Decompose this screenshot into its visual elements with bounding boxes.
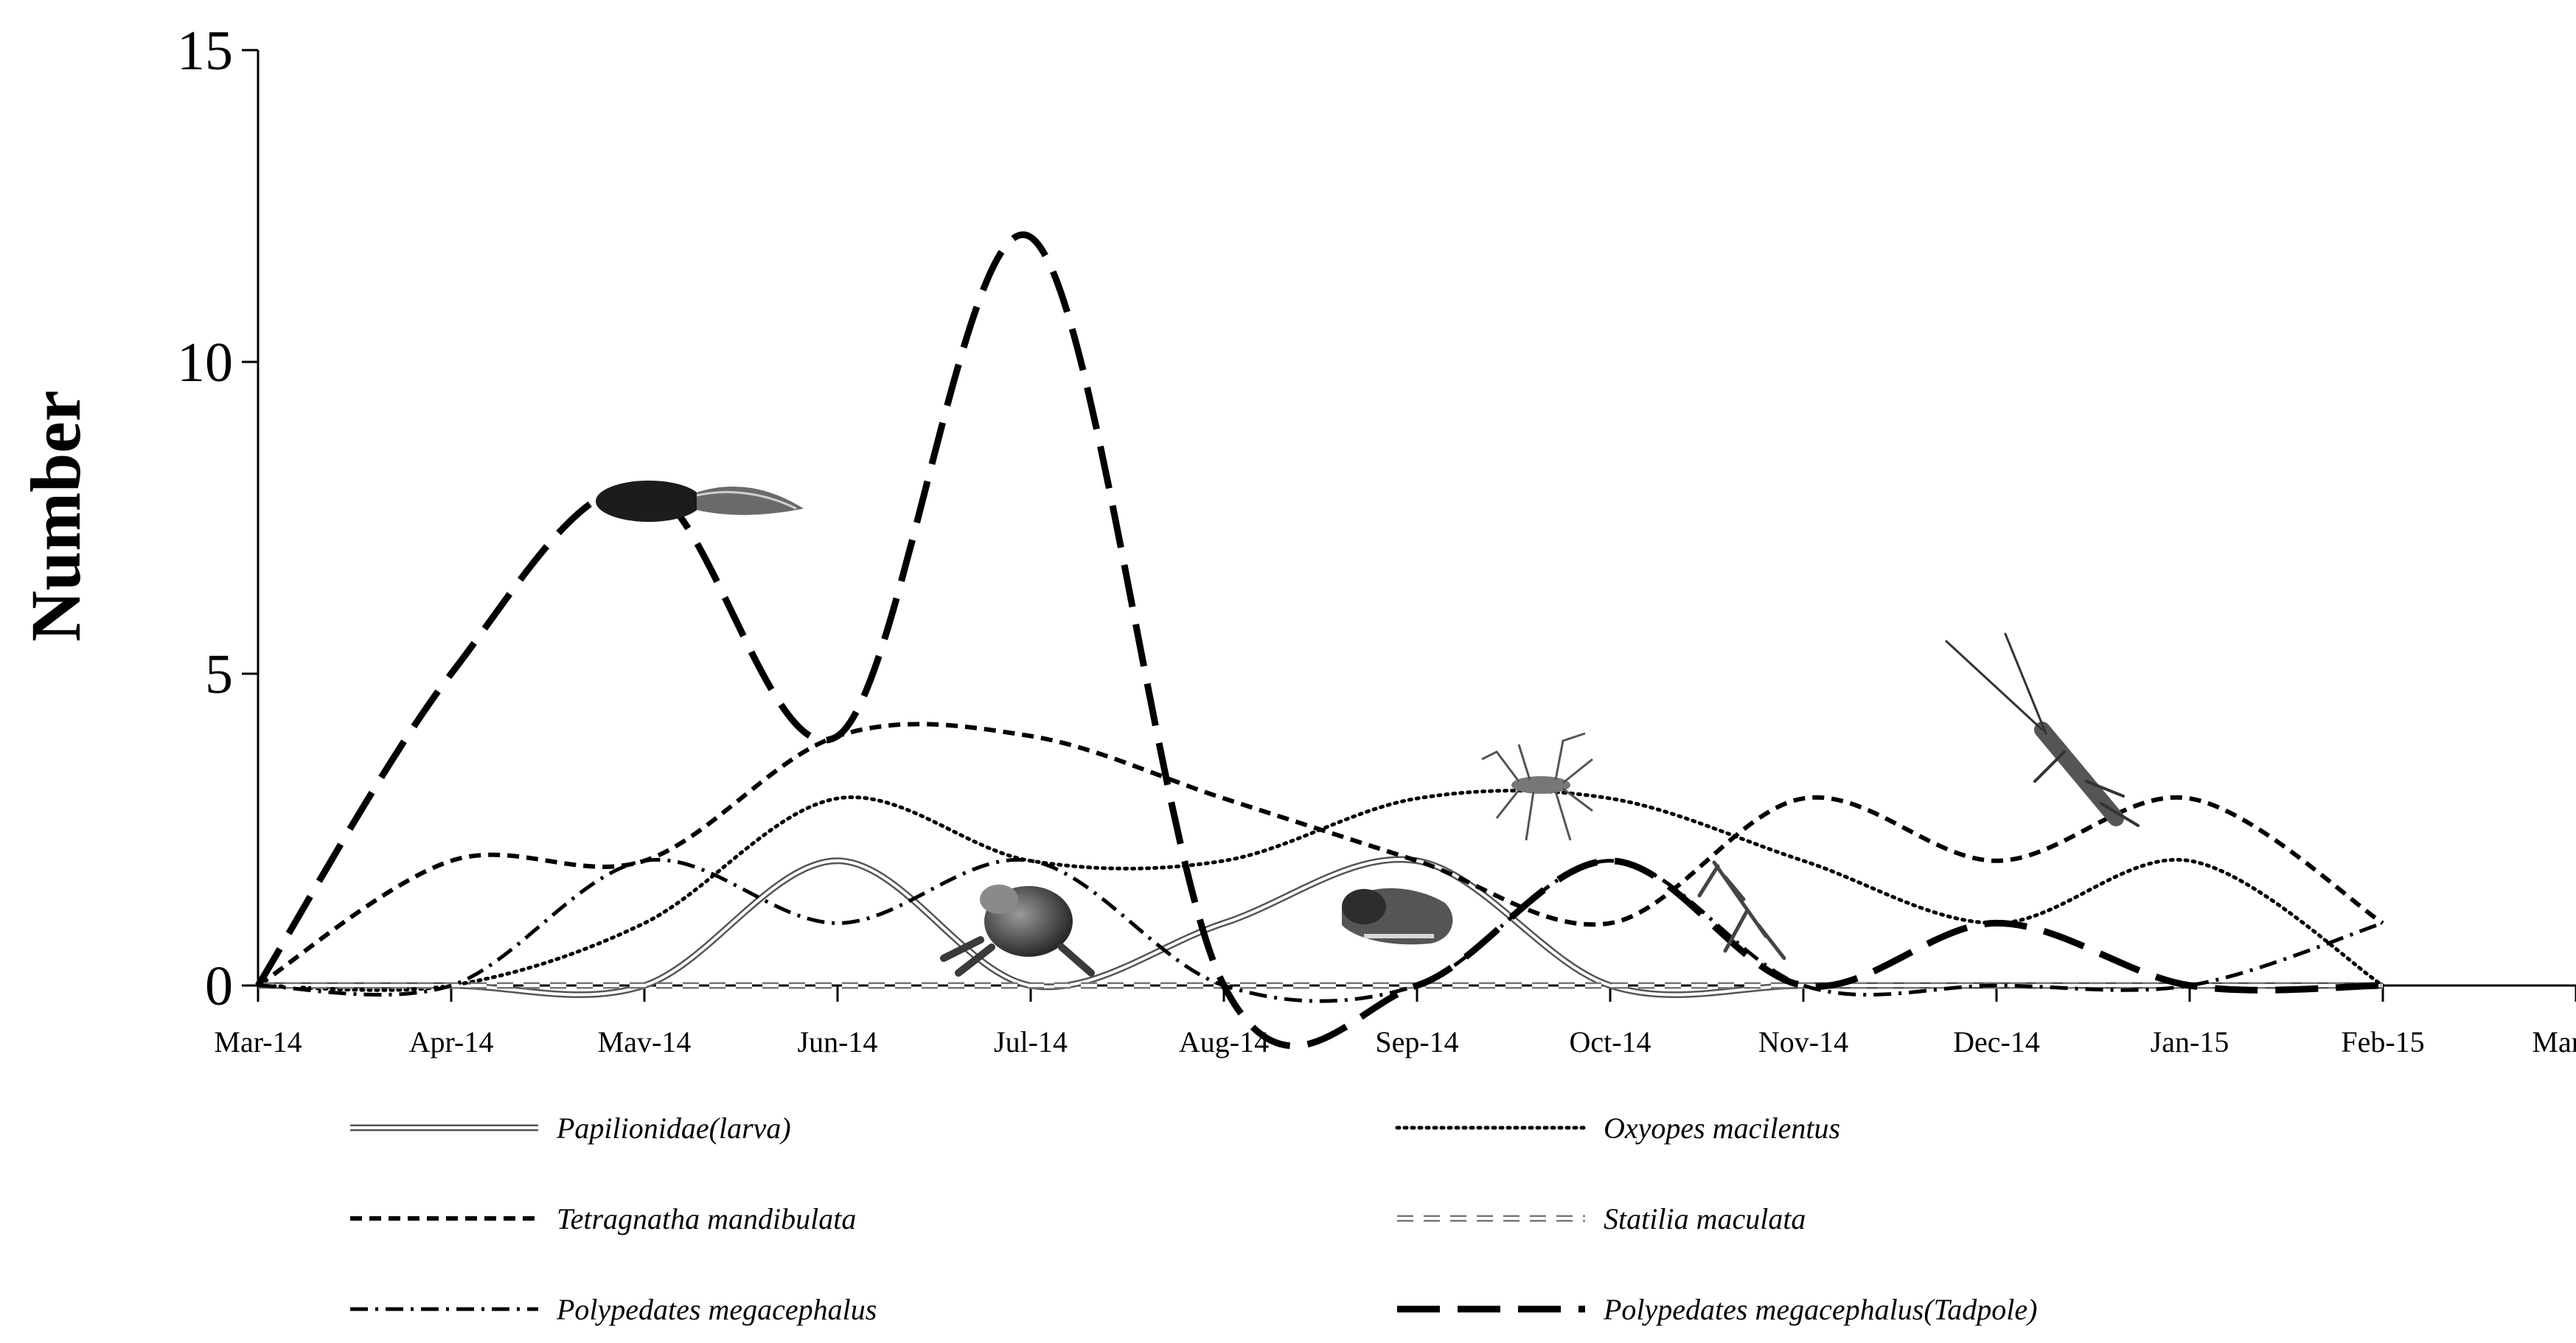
grasshopper-picture <box>1945 632 2140 827</box>
x-tick-label: Nov-14 <box>1758 1025 1848 1058</box>
series-polypedates-megacephalus-tadpole <box>255 231 2384 1050</box>
y-tick-label: 5 <box>205 643 233 705</box>
y-tick-label: 15 <box>177 20 233 82</box>
x-tick-label: Apr-14 <box>409 1025 494 1058</box>
x-tick-label: Sep-14 <box>1375 1025 1458 1058</box>
legend-label: Polypedates megacephalus <box>556 1293 877 1326</box>
x-tick-label: Jul-14 <box>994 1025 1068 1058</box>
spider-picture <box>1481 732 1593 841</box>
series-line-inner <box>258 858 2383 997</box>
legend-item: Papilionidae(larva) <box>350 1112 791 1145</box>
x-tick-label: Mar-15 <box>2532 1025 2576 1058</box>
y-tick-label: 10 <box>177 332 233 394</box>
legend-item: Statilia maculata <box>1397 1202 1806 1235</box>
y-tick-label: 0 <box>205 955 233 1017</box>
y-axis-label: Number <box>16 390 95 641</box>
x-tick-label: Jan-15 <box>2151 1025 2229 1058</box>
series-layer <box>255 231 2385 1050</box>
series-line <box>256 789 2385 992</box>
series-polypedates-megacephalus <box>257 857 2384 1003</box>
caterpillar-picture <box>1342 888 1453 945</box>
series-line <box>255 231 2384 1050</box>
mantis-picture <box>1697 860 1786 960</box>
legend-label: Polypedates megacephalus(Tadpole) <box>1603 1293 2037 1326</box>
legend-item: Oxyopes macilentus <box>1395 1112 1840 1145</box>
x-tick-label: Dec-14 <box>1953 1025 2040 1058</box>
legend-item: Tetragnatha mandibulata <box>350 1202 856 1235</box>
frog-picture <box>940 885 1095 977</box>
series-tetragnatha-mandibulata <box>257 722 2384 988</box>
x-tick-label: Jun-14 <box>798 1025 878 1058</box>
legend-item: Polypedates megacephalus(Tadpole) <box>1397 1293 2037 1326</box>
legend: Papilionidae(larva) Oxyopes macilentus Tet… <box>350 1112 2037 1326</box>
legend-label: Papilionidae(larva) <box>556 1112 791 1145</box>
series-papilionidae-larva <box>258 856 2383 999</box>
x-tick-label: Feb-15 <box>2341 1025 2424 1058</box>
tadpole-picture <box>596 481 804 522</box>
series-line <box>257 722 2384 988</box>
series-line <box>257 857 2384 1003</box>
series-oxyopes-macilentus <box>256 789 2385 992</box>
legend-label: Oxyopes macilentus <box>1604 1112 1840 1145</box>
x-tick-label: Mar-14 <box>214 1025 302 1058</box>
legend-label: Statilia maculata <box>1604 1202 1806 1235</box>
legend-item: Polypedates megacephalus <box>350 1293 877 1326</box>
legend-label: Tetragnatha mandibulata <box>557 1202 856 1235</box>
x-tick-label: Oct-14 <box>1569 1025 1651 1058</box>
x-tick-label: Mav-14 <box>598 1025 692 1058</box>
